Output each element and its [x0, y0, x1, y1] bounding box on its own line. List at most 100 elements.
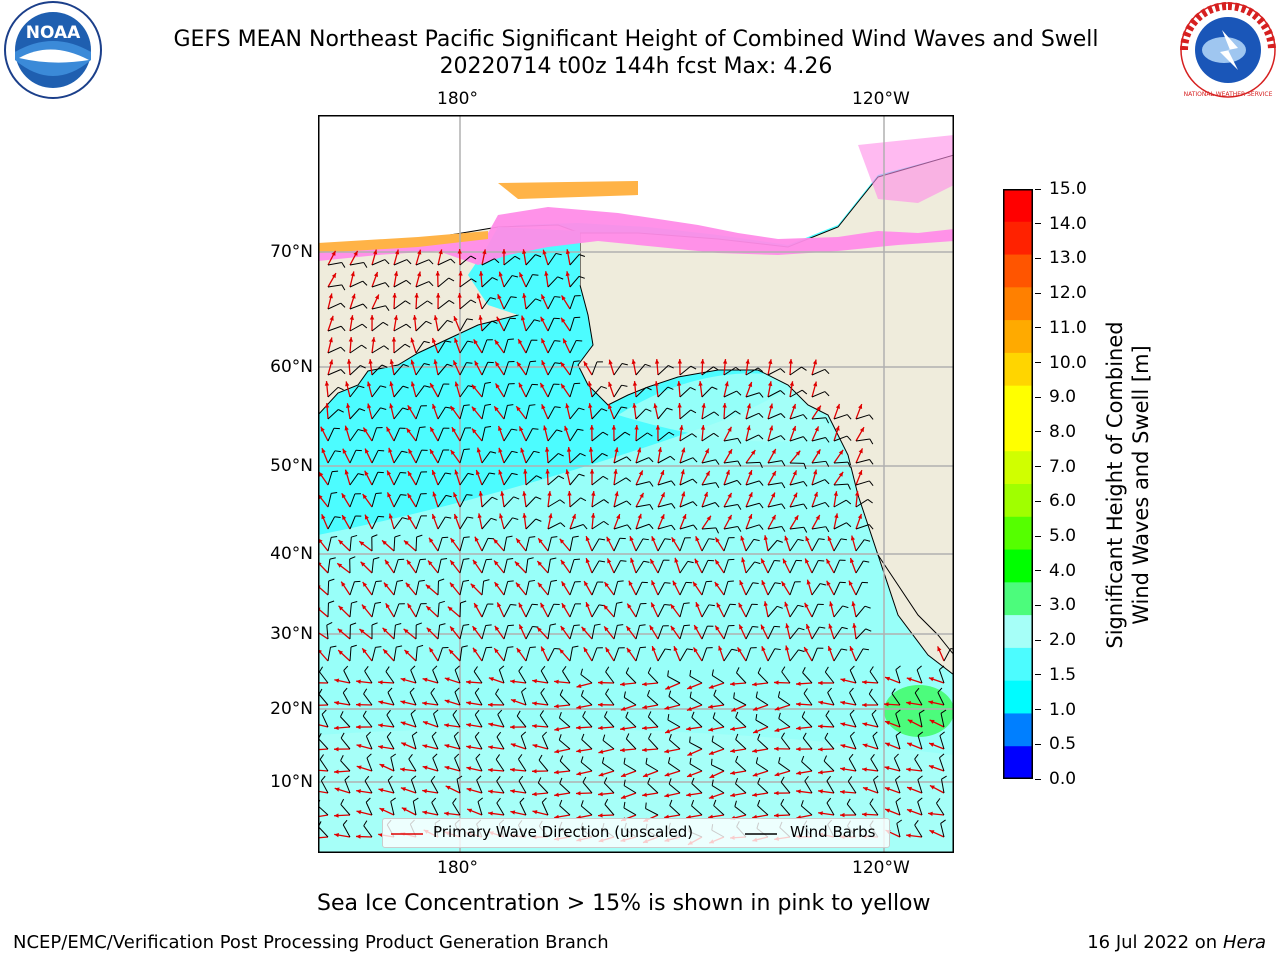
wave-direction-arrowhead [544, 447, 550, 452]
wind-barb [855, 414, 870, 420]
wind-barb-flag [580, 800, 584, 807]
wave-direction-arrowhead [417, 249, 422, 255]
wind-barb-flag [558, 453, 564, 457]
wave-direction-arrowhead [410, 381, 416, 387]
wind-barb [940, 713, 945, 728]
colorbar-tick: 0.0 [1035, 769, 1076, 789]
wind-barb [767, 540, 778, 552]
wind-barb-flag [801, 366, 807, 371]
wind-barb-flag [708, 604, 715, 607]
wave-direction-arrowhead [906, 767, 911, 772]
wind-barb-flag [714, 502, 720, 508]
colorbar-tick: 4.0 [1035, 561, 1076, 581]
lat-label-10n: 10°N [270, 772, 313, 792]
wind-barb [735, 783, 747, 794]
wave-direction-arrowhead [400, 767, 405, 772]
wind-barb [459, 537, 465, 552]
wind-barb [679, 561, 689, 574]
colorbar-segment [1003, 647, 1033, 682]
wave-direction-arrowhead [818, 770, 823, 775]
wind-barb-flag [778, 756, 781, 764]
wind-barb [410, 669, 417, 684]
wind-barb [437, 449, 444, 464]
wind-barb [723, 366, 737, 376]
wind-barb-flag [801, 389, 808, 395]
wave-direction-arrowhead [494, 582, 499, 588]
wave-direction-arrowhead [561, 317, 566, 323]
wind-barb [477, 801, 483, 816]
wind-barb-flag [340, 755, 344, 761]
wave-direction-arrowhead [458, 271, 463, 276]
north-america-land [577, 154, 954, 853]
wind-barb-flag [848, 753, 854, 760]
wave-direction-arrowhead [730, 726, 735, 731]
wind-barb [855, 648, 864, 662]
wind-barb-flag [475, 753, 481, 759]
wave-direction-arrowhead [565, 403, 570, 409]
wind-barb [349, 603, 352, 618]
wind-barb [855, 560, 864, 574]
wind-barb-flag [474, 731, 480, 738]
wind-barb [833, 483, 849, 486]
wave-direction-arrowhead [770, 492, 775, 498]
wave-direction-arrowhead [337, 563, 343, 568]
wave-direction-arrowhead [450, 450, 456, 455]
colorbar-segment [1003, 352, 1033, 387]
wind-barb [569, 497, 581, 508]
wave-direction-arrowhead [382, 540, 387, 545]
wave-direction-arrowhead [664, 814, 669, 819]
wind-barb-flag [602, 734, 606, 741]
wind-barb-flag [342, 687, 348, 694]
wind-barb-flag [529, 536, 536, 538]
wave-direction-arrowhead [576, 791, 581, 796]
wind-barb-flag [643, 560, 650, 563]
wind-barb [327, 325, 342, 332]
wind-barb-flag [360, 365, 366, 369]
wind-barb [327, 559, 331, 574]
sea-ice-edge-orange [318, 231, 488, 253]
wave-direction-arrowhead [604, 582, 609, 588]
wind-barb-flag [433, 709, 439, 715]
wave-direction-arrowhead [346, 359, 352, 364]
wave-direction-arrowhead [840, 700, 846, 705]
wave-direction-arrowhead [516, 406, 521, 412]
wave-direction-arrowhead [692, 581, 698, 587]
colorbar-tick-label: 14.0 [1049, 213, 1087, 234]
wind-barb-flag [446, 363, 453, 367]
wind-barb-flag [431, 797, 437, 803]
wind-barb-flag [471, 278, 477, 283]
wind-barb-flag [623, 779, 626, 786]
wave-direction-arrowhead [694, 625, 699, 631]
wave-direction-arrowhead [781, 581, 786, 587]
wind-barb-flag [664, 538, 671, 541]
wave-direction-arrowhead [538, 538, 543, 544]
lat-label-50n: 50°N [270, 456, 313, 476]
wind-barb [657, 625, 664, 640]
wind-barb [349, 537, 352, 552]
wind-barb-flag [803, 503, 808, 510]
wave-direction-arrowhead [740, 535, 745, 541]
wave-direction-arrowhead [365, 514, 369, 520]
wind-barb [344, 779, 351, 794]
wind-barb [757, 672, 769, 684]
wind-barb [481, 405, 486, 420]
wind-barb-flag [416, 534, 423, 538]
wind-barb-flag [349, 556, 356, 560]
wind-barb-flag [849, 731, 855, 737]
wave-direction-arrowhead [400, 787, 406, 792]
wind-barb [789, 539, 799, 552]
wind-barb-flag [869, 666, 874, 672]
wind-barb [635, 364, 646, 376]
wind-barb-flag [402, 407, 409, 411]
wind-barb [481, 362, 489, 376]
wind-barb [456, 779, 461, 794]
wind-barb [525, 451, 535, 464]
wind-barb [701, 386, 713, 398]
wind-barb-flag [490, 517, 497, 521]
wind-barb-flag [554, 296, 561, 298]
wave-direction-arrowhead [657, 447, 663, 453]
wave-direction-arrowhead [589, 469, 595, 474]
wind-barb [613, 524, 628, 530]
footer-host: Hera [1222, 932, 1266, 953]
wind-barb-flag [558, 712, 562, 719]
